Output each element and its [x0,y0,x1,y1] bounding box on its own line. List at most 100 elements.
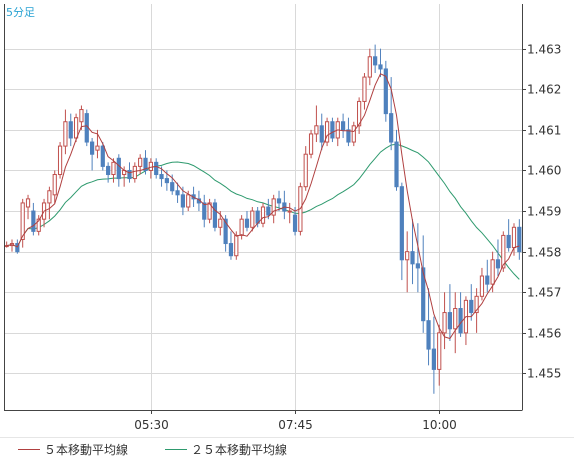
candle-body-down [346,129,351,143]
x-tick-label: 05:30 [134,418,169,432]
ma25-path [6,143,520,280]
candle-body-down [180,194,185,208]
candle-body-up [453,308,458,330]
timeframe-label: 5分足 [6,6,35,19]
candle-body-down [143,157,148,171]
y-tick-label: 1.461 [527,124,561,138]
y-tick-label: 1.462 [527,83,561,97]
candle-body-up [271,198,276,216]
candle-body-up [351,125,356,143]
candle-body-up [511,226,517,249]
ma5-path [6,73,520,340]
candle-body-up [479,275,485,297]
candle-body-down [394,141,399,188]
candle-body-up [47,190,52,204]
candle-body-down [421,267,426,322]
candle-body-up [367,56,372,78]
candle-body-down [90,141,95,155]
candle-body-up [405,251,410,261]
candle-body-down [266,206,271,216]
candle-body-up [20,202,25,240]
candle-body-up [73,117,79,139]
candle-body-down [410,251,415,265]
candle-body-up [234,234,239,257]
candle-body-up [148,161,153,171]
candle-body-up [207,202,212,220]
candle-body-down [330,121,335,139]
candle-body-down [116,157,121,180]
candle-body-up [501,234,506,269]
x-tick-label: 07:45 [278,418,313,432]
candle-body-up [260,206,266,224]
candle-body-up [218,218,223,228]
ma25-line [6,143,520,280]
candle-body-down [319,125,324,143]
candle-body-up [362,76,367,102]
candle-body-up [239,218,244,236]
candle-body-up [25,198,31,208]
candle-body-down [127,169,132,180]
legend: ５本移動平均線 ２５本移動平均線 [0,437,574,457]
candle-body-up [111,161,116,176]
candle-body-up [437,332,442,370]
candle-body-up [132,165,137,180]
candle-body-up [490,259,495,285]
candle-body-down [447,312,453,330]
candle-body-up [138,157,143,167]
candle-body-down [100,145,105,167]
candle-body-down [458,308,463,334]
candle-body-up [57,145,63,176]
candle-body-down [506,234,511,249]
candle-body-up [36,218,41,232]
candle-body-up [314,125,319,135]
y-tick-label: 1.457 [527,286,561,300]
labels: 5分足 [6,6,35,19]
candle-body-up [79,109,84,123]
candle-body-up [95,145,100,151]
candle-body-down [389,113,394,143]
candle-body-up [303,153,308,188]
candle-body-up [52,174,57,196]
candle-body-down [378,64,383,70]
candle-body-down [292,214,298,232]
candle-body-down [431,348,436,370]
candle-body-up [250,210,255,228]
y-tick-label: 1.459 [527,205,561,219]
y-tick-label: 1.456 [527,327,561,341]
legend-label: ２５本移動平均線 [191,442,287,457]
candles [4,44,522,394]
legend-label: ５本移動平均線 [44,442,128,457]
candle-body-down [469,299,474,314]
y-tick-label: 1.455 [527,367,561,381]
candle-body-down [202,202,207,220]
candle-body-down [517,226,522,253]
candle-body-down [164,178,169,184]
candle-body-down [244,218,250,228]
y-tick-label: 1.460 [527,164,561,178]
candle-body-down [426,320,431,350]
candle-body-down [68,121,73,139]
candle-body-up [357,100,362,127]
candle-body-down [276,198,282,204]
candle-body-down [223,218,228,245]
candle-body-down [212,202,218,228]
candle-body-down [154,161,159,176]
candle-body-down [106,165,111,176]
candle-body-up [63,121,68,147]
candle-body-down [495,259,501,269]
candle-body-down [175,190,180,196]
candle-body-up [186,194,191,208]
candle-body-up [287,210,292,213]
candle-body-down [415,263,420,269]
y-tick-label: 1.458 [527,246,561,260]
candle-body-down [399,186,404,261]
candle-body-down [485,275,490,285]
candle-body-down [159,174,164,180]
candle-body-down [383,68,388,115]
x-tick-label: 10:00 [422,418,457,432]
axes: 1.455 1.456 1.457 1.458 1.459 1.460 1.461 1.462… [4,4,561,432]
candle-body-down [341,121,346,131]
y-tick-label: 1.463 [527,43,561,57]
